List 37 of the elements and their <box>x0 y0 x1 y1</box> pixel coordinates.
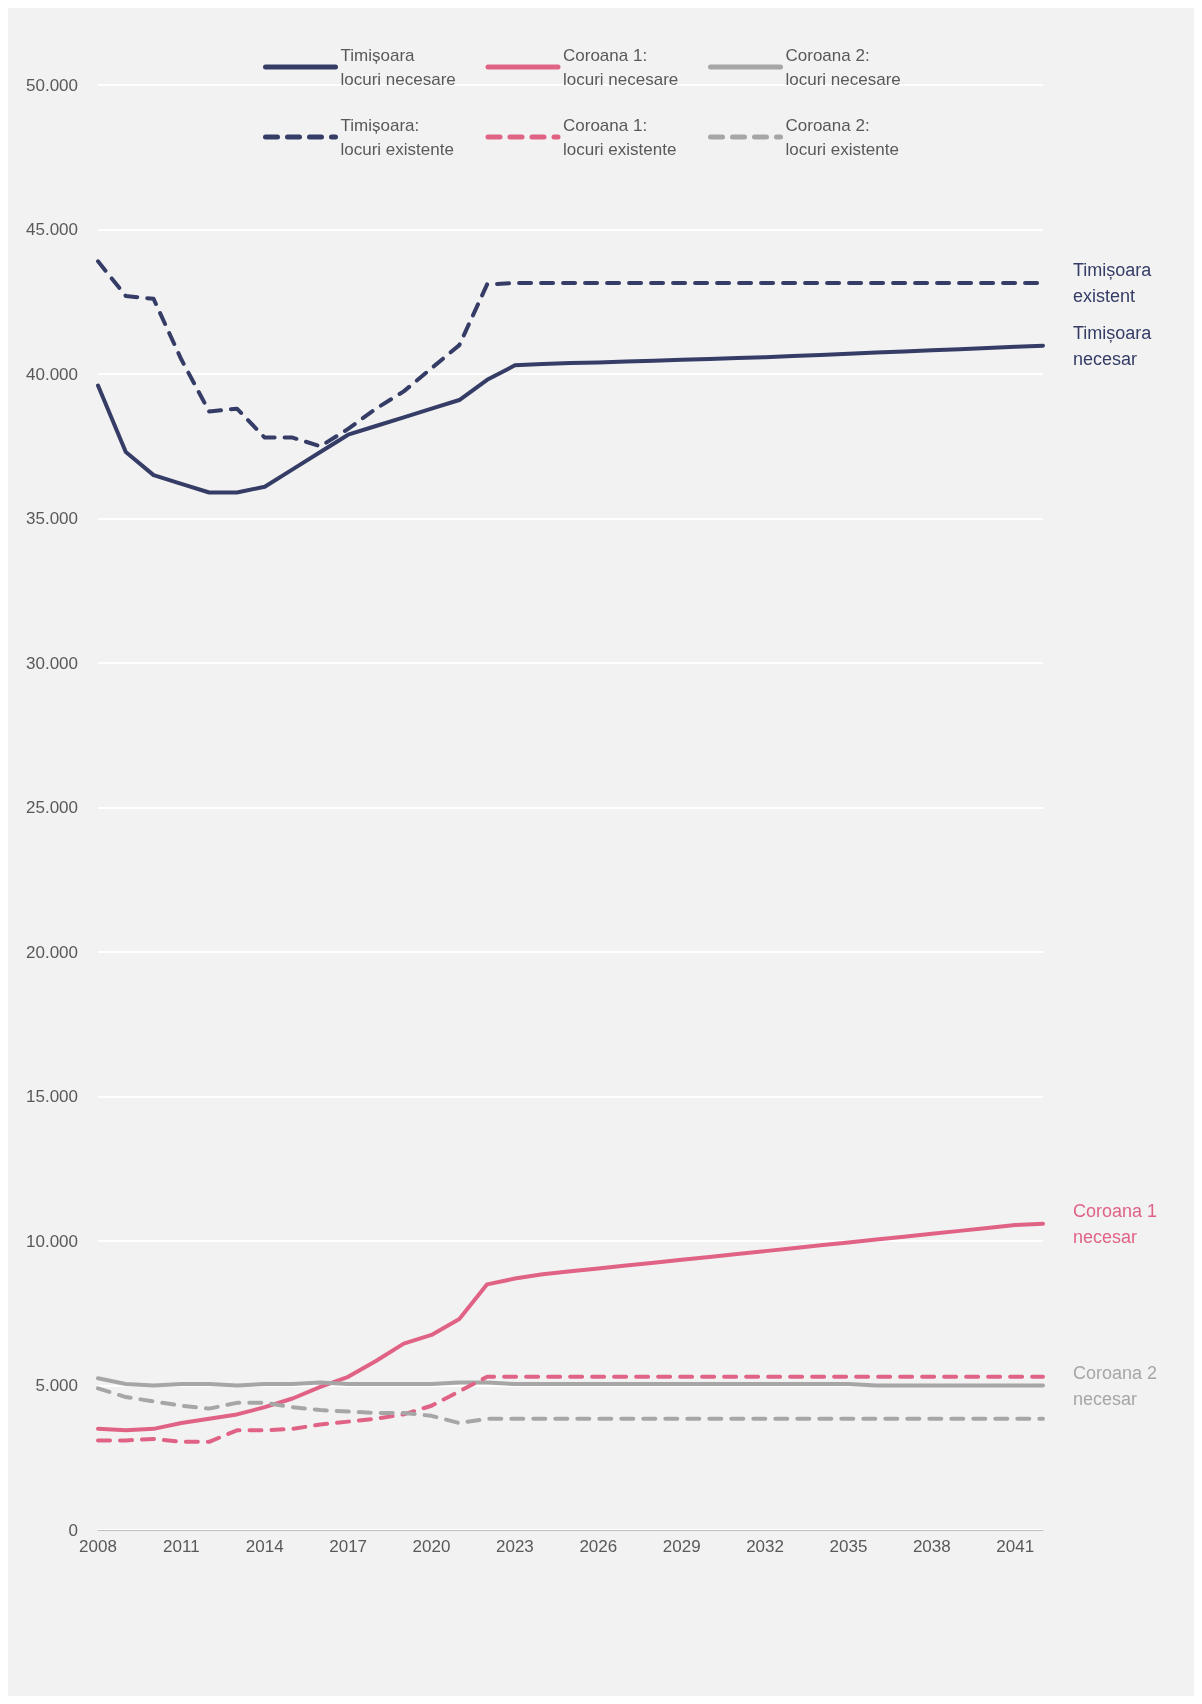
x-tick-label: 2038 <box>912 1537 951 1556</box>
y-tick-label: 40.000 <box>26 364 78 384</box>
text: Coroana 2 necesar <box>1073 1362 1158 1409</box>
x-tick-label: 2032 <box>746 1537 784 1556</box>
legend-label: Coroana 1: locuri existente <box>563 115 677 159</box>
x-tick-label: 2014 <box>245 1537 284 1556</box>
x-tick-label: 2026 <box>579 1537 618 1556</box>
y-tick-label: 15.000 <box>26 1087 78 1106</box>
line-series <box>96 1386 1045 1426</box>
line-series <box>96 1221 1045 1433</box>
text: Coroana 1 necesar <box>1073 1200 1158 1247</box>
line-series <box>96 1374 1045 1444</box>
legend-label: Coroana 2: locuri necesare <box>785 45 901 89</box>
y-tick-label: 10.000 <box>26 1231 78 1251</box>
x-tick-label: 2017 <box>329 1537 368 1556</box>
x-tick-label: 2041 <box>996 1537 1035 1556</box>
y-tick-label: 20.000 <box>26 942 78 962</box>
x-tick-label: 2029 <box>662 1537 701 1556</box>
text: Timișoara necesar <box>1073 322 1153 369</box>
y-tick-label: 30.000 <box>26 653 78 673</box>
x-tick-label: 2020 <box>412 1537 451 1556</box>
legend-label: Timișoara: locuri existente <box>340 115 454 159</box>
y-tick-label: 35.000 <box>26 509 78 528</box>
x-tick-label: 2011 <box>163 1537 200 1556</box>
x-tick-label: 2023 <box>496 1537 534 1556</box>
legend-label: Timișoara locuri necesare <box>340 45 456 89</box>
y-tick-label: 25.000 <box>26 798 78 817</box>
legend-label: Coroana 2: locuri existente <box>785 115 899 159</box>
line-series <box>96 1376 1045 1388</box>
x-tick-label: 2035 <box>829 1537 868 1556</box>
x-tick-label: 2008 <box>79 1537 117 1556</box>
y-tick-label: 5.000 <box>35 1376 78 1395</box>
legend-label: Coroana 1: locuri necesare <box>563 45 679 89</box>
y-tick-label: 0 <box>68 1520 78 1540</box>
y-tick-label: 45.000 <box>26 220 78 239</box>
y-tick-label: 50.000 <box>26 75 78 95</box>
text: Timișoara existent <box>1073 259 1153 306</box>
